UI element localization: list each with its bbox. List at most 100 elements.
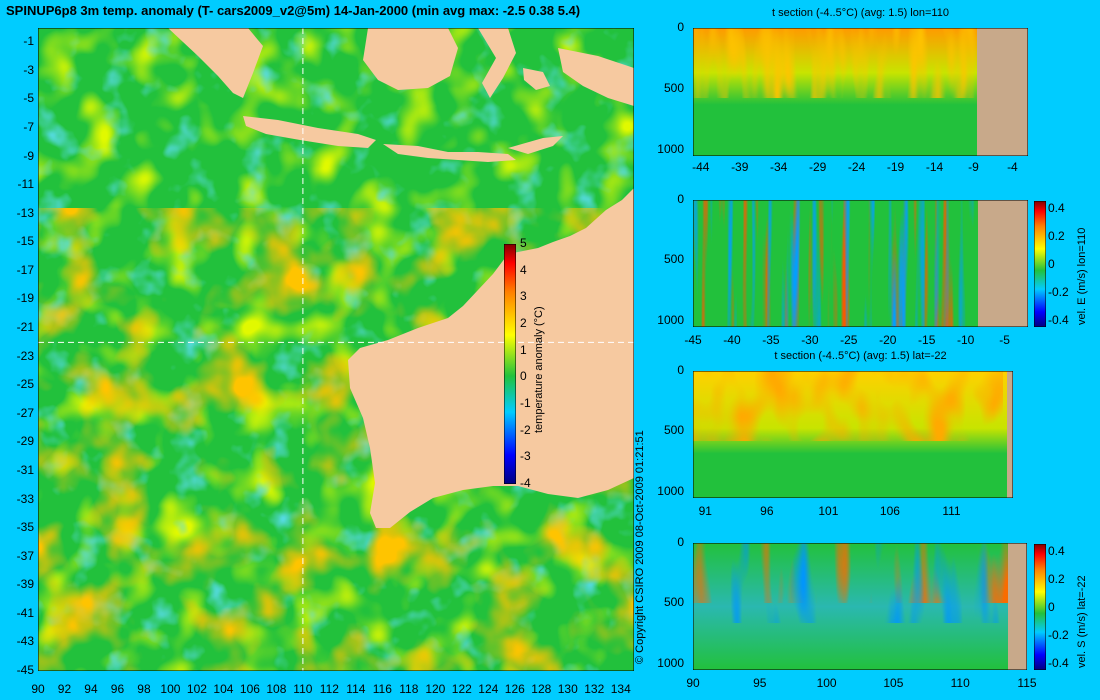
panel-x-tick: 100 (816, 676, 837, 690)
timor-land (508, 136, 563, 154)
vel-colorbar-tick: 0.4 (1048, 544, 1065, 558)
map-x-tick: 110 (293, 682, 313, 696)
map-y-tick: -25 (16, 377, 34, 392)
t-section-lon-title: t section (-4..5°C) (avg: 1.5) lon=110 (772, 7, 949, 19)
map-colorbar-label: temperature anomaly (°C) (533, 306, 545, 433)
t-section-lat-panel (693, 371, 1013, 498)
map-x-tick: 96 (110, 682, 125, 696)
map-x-tick: 90 (31, 682, 45, 696)
map-colorbar-tick: -2 (520, 422, 531, 437)
seabed-block (977, 28, 1028, 156)
map-y-tick: -17 (16, 262, 34, 277)
map-y-tick: -33 (16, 491, 34, 506)
panel-x-tick: 96 (760, 504, 774, 518)
map-x-tick: 98 (137, 682, 151, 696)
map-y-tick: -37 (16, 548, 34, 563)
panel-x-tick: -5 (999, 333, 1010, 347)
vel-e-colorbar-label: vel. E (m/s) lon=110 (1076, 227, 1088, 325)
panel-x-tick: 115 (1017, 676, 1037, 690)
map-y-tick: -7 (23, 120, 34, 135)
map-y-tick: -5 (23, 91, 34, 106)
map-y-tick: -29 (16, 434, 34, 449)
map-y-tick: -1 (23, 34, 34, 49)
panel-x-tick: -40 (723, 333, 741, 347)
map-x-tick: 104 (213, 682, 234, 696)
panel-x-tick: -9 (968, 160, 979, 174)
map-colorbar-tick: 2 (520, 316, 527, 330)
panel-x-tick: -29 (808, 160, 827, 174)
seabed-block (978, 200, 1028, 327)
panel-y-tick: 1000 (657, 483, 684, 498)
vel-colorbar-tick: -0.2 (1048, 628, 1069, 642)
panel-x-tick: 111 (942, 504, 961, 518)
islands-group (523, 68, 550, 90)
map-colorbar-tick: 0 (520, 369, 527, 384)
vel-s-colorbar-label: vel. S (m/s) lat=-22 (1076, 575, 1088, 668)
vel-colorbar-tick: 0 (1048, 257, 1055, 271)
new-guinea-land (558, 48, 634, 106)
map-colorbar-tick: -3 (520, 449, 531, 464)
map-x-tick: 130 (557, 682, 578, 696)
vel-colorbar-tick: 0 (1048, 600, 1055, 614)
map-y-tick: -35 (16, 520, 34, 535)
vel-e-lon-panel (693, 200, 1028, 327)
panel-y-tick: 500 (663, 423, 684, 438)
map-x-tick: 134 (610, 682, 631, 696)
map-y-tick: -23 (16, 348, 34, 363)
map-x-tick: 122 (451, 682, 472, 696)
panel-x-tick: 101 (818, 504, 839, 518)
panel-y-tick: 500 (663, 252, 684, 267)
map-y-tick: -9 (23, 148, 34, 163)
map-y-tick: -41 (16, 605, 34, 620)
map-x-tick: 116 (372, 682, 392, 696)
panel-x-tick: -34 (770, 160, 788, 174)
panel-y-tick: 1000 (657, 312, 684, 327)
panel-x-tick: -19 (886, 160, 905, 174)
vel-colorbar-tick: -0.4 (1048, 313, 1069, 327)
map-y-tick: -39 (16, 577, 34, 592)
map-y-tick: -19 (16, 291, 34, 306)
panel-x-tick: -15 (918, 333, 936, 347)
panel-x-tick: -20 (879, 333, 897, 347)
panel-y-tick: 1000 (657, 141, 684, 156)
panel-x-tick: 106 (879, 504, 900, 518)
panel-x-tick: -35 (762, 333, 780, 347)
map-colorbar-tick: 3 (520, 289, 527, 304)
seabed-block (1007, 371, 1013, 498)
panel-y-tick: 1000 (657, 655, 684, 670)
panel-y-tick: 500 (663, 80, 684, 95)
panel-x-tick: 95 (753, 676, 767, 690)
map-y-tick: -45 (16, 663, 34, 677)
vel-colorbar-tick: 0.4 (1048, 201, 1065, 215)
panel-y-tick: 0 (677, 363, 684, 377)
vel-colorbar-tick: 0.2 (1048, 572, 1065, 586)
panel-y-tick: 0 (677, 20, 684, 34)
map-y-tick: -15 (16, 234, 34, 249)
map-y-tick: -11 (17, 177, 34, 192)
panel-x-tick: 105 (883, 676, 904, 690)
map-x-tick: 114 (346, 682, 366, 696)
map-x-tick: 102 (186, 682, 207, 696)
panel-x-tick: -25 (840, 333, 858, 347)
map-x-tick: 94 (84, 682, 98, 696)
map-x-tick: 124 (478, 682, 499, 696)
map-colorbar-tick: 1 (520, 342, 527, 357)
panel-x-tick: -39 (731, 160, 749, 174)
t-section-lat-title: t section (-4..5°C) (avg: 1.5) lat=-22 (774, 350, 947, 362)
lesser-sunda-islands (383, 144, 516, 162)
map-x-tick: 118 (399, 682, 419, 696)
australia-land (348, 188, 634, 528)
main-title: SPINUP6p8 3m temp. anomaly (T- cars2009_… (6, 3, 581, 18)
panel-x-tick: -4 (1007, 160, 1018, 174)
map-y-tick: -21 (16, 320, 34, 335)
panel-y-tick: 0 (677, 535, 684, 549)
panel-x-tick: -45 (684, 333, 702, 347)
vel-colorbar-tick: -0.4 (1048, 656, 1069, 670)
map-y-tick: -3 (23, 62, 34, 77)
temperature-anomaly-map (38, 28, 634, 671)
panel-x-tick: -10 (957, 333, 975, 347)
vel-s-colorbar (1034, 544, 1046, 670)
panel-x-tick: 110 (950, 676, 970, 690)
map-x-tick: 128 (531, 682, 552, 696)
map-x-tick: 126 (504, 682, 525, 696)
